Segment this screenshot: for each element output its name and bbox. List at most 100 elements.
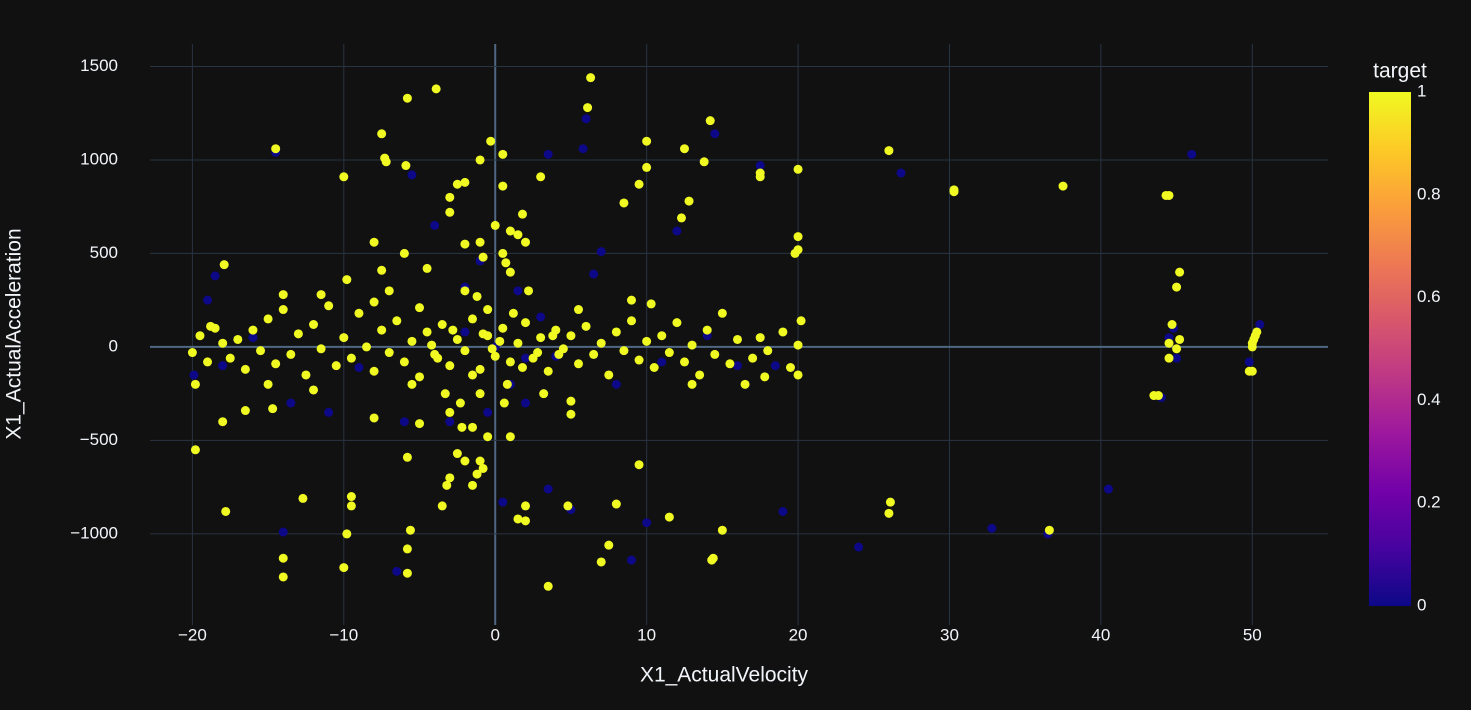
data-point: [478, 329, 488, 339]
data-point: [342, 275, 352, 285]
data-point: [460, 177, 470, 187]
data-point: [399, 417, 409, 427]
data-point: [760, 372, 770, 382]
data-point: [487, 344, 497, 354]
data-point: [626, 295, 636, 305]
data-point: [203, 357, 213, 367]
data-point: [1044, 525, 1054, 535]
data-point: [448, 325, 458, 335]
data-point: [248, 333, 258, 343]
colorbar-tick-label: 0.4: [1417, 390, 1441, 409]
data-point: [611, 379, 621, 389]
y-tick-label: −500: [80, 430, 118, 449]
data-point: [331, 361, 341, 371]
data-point: [664, 348, 674, 358]
data-point: [445, 361, 455, 371]
data-point: [490, 220, 500, 230]
data-point: [278, 572, 288, 582]
data-point: [472, 291, 482, 301]
data-point: [405, 525, 415, 535]
data-point: [1172, 282, 1182, 292]
data-point: [646, 299, 656, 309]
data-point: [717, 525, 727, 535]
data-point: [583, 103, 593, 113]
data-point: [539, 389, 549, 399]
data-point: [642, 162, 652, 172]
data-point: [437, 501, 447, 511]
data-point: [430, 220, 440, 230]
data-point: [210, 271, 220, 281]
data-point: [460, 327, 470, 337]
data-point: [1175, 267, 1185, 277]
data-point: [203, 295, 213, 305]
data-point: [460, 346, 470, 356]
data-point: [190, 445, 200, 455]
data-point: [407, 379, 417, 389]
data-point: [346, 501, 356, 511]
x-tick-label: −20: [178, 625, 207, 644]
data-point: [233, 334, 243, 344]
data-point: [695, 370, 705, 380]
data-point: [460, 286, 470, 296]
data-point: [475, 237, 485, 247]
data-point: [679, 357, 689, 367]
data-point: [1172, 344, 1182, 354]
data-point: [517, 209, 527, 219]
data-point: [478, 252, 488, 262]
data-point: [221, 506, 231, 516]
data-point: [271, 359, 281, 369]
data-point: [498, 497, 508, 507]
data-point: [554, 349, 564, 359]
data-point: [483, 407, 493, 417]
data-point: [392, 316, 402, 326]
data-point: [505, 357, 515, 367]
colorbar-tick-label: 0.8: [1417, 184, 1441, 203]
data-point: [611, 499, 621, 509]
data-point: [672, 318, 682, 328]
data-point: [437, 319, 447, 329]
data-point: [472, 469, 482, 479]
colorbar-title: target: [1373, 60, 1427, 83]
x-tick-label: 40: [1091, 625, 1110, 644]
data-point: [702, 325, 712, 335]
data-point: [354, 363, 364, 373]
data-point: [381, 157, 391, 167]
x-tick-label: −10: [329, 625, 358, 644]
data-point: [407, 170, 417, 180]
data-point: [536, 172, 546, 182]
data-point: [699, 157, 709, 167]
data-point: [543, 366, 553, 376]
data-point: [505, 226, 515, 236]
data-point: [468, 370, 478, 380]
data-point: [505, 267, 515, 277]
data-point: [218, 338, 228, 348]
data-point: [1164, 190, 1174, 200]
data-point: [664, 512, 674, 522]
data-point: [710, 129, 720, 139]
data-point: [501, 258, 511, 268]
data-point: [1103, 484, 1113, 494]
data-point: [574, 359, 584, 369]
data-point: [513, 514, 523, 524]
data-point: [634, 355, 644, 365]
data-point: [581, 114, 591, 124]
data-point: [369, 366, 379, 376]
data-point: [611, 327, 621, 337]
data-point: [457, 422, 467, 432]
data-point: [885, 497, 895, 507]
data-point: [596, 338, 606, 348]
data-point: [206, 321, 216, 331]
data-point: [346, 492, 356, 502]
data-point: [596, 247, 606, 257]
data-point: [422, 327, 432, 337]
data-point: [604, 370, 614, 380]
data-point: [543, 484, 553, 494]
data-point: [581, 321, 591, 331]
colorbar-tick-label: 0.6: [1417, 287, 1441, 306]
data-point: [521, 398, 531, 408]
y-tick-label: 0: [109, 336, 118, 355]
data-point: [619, 198, 629, 208]
data-point: [401, 161, 411, 171]
data-point: [548, 331, 558, 341]
data-point: [796, 316, 806, 326]
